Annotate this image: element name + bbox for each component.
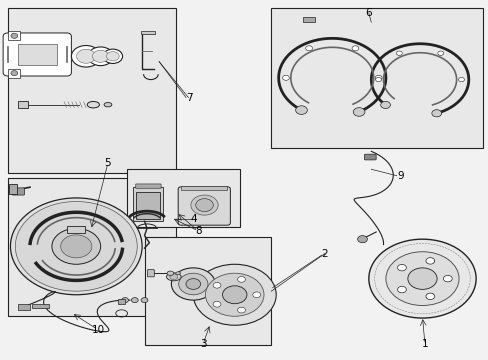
Circle shape xyxy=(374,75,381,80)
Circle shape xyxy=(431,110,441,117)
Text: 9: 9 xyxy=(396,171,403,181)
FancyBboxPatch shape xyxy=(364,154,375,160)
FancyBboxPatch shape xyxy=(3,33,71,76)
Text: 3: 3 xyxy=(199,339,206,349)
Circle shape xyxy=(397,286,406,293)
Circle shape xyxy=(396,51,402,55)
Text: 4: 4 xyxy=(190,215,196,224)
Circle shape xyxy=(407,268,436,289)
Circle shape xyxy=(305,46,312,51)
FancyBboxPatch shape xyxy=(178,187,230,225)
Circle shape xyxy=(141,298,148,303)
Circle shape xyxy=(397,265,406,271)
Ellipse shape xyxy=(104,103,112,107)
Circle shape xyxy=(295,106,307,114)
Circle shape xyxy=(437,51,443,55)
Circle shape xyxy=(193,264,276,325)
Circle shape xyxy=(385,252,458,306)
Circle shape xyxy=(351,46,358,51)
Circle shape xyxy=(237,276,245,282)
Circle shape xyxy=(106,51,119,61)
Circle shape xyxy=(76,49,95,63)
Circle shape xyxy=(357,235,366,243)
Bar xyxy=(9,184,17,194)
Bar xyxy=(8,178,176,316)
Circle shape xyxy=(205,273,264,316)
FancyBboxPatch shape xyxy=(147,270,154,277)
Circle shape xyxy=(375,77,381,82)
Circle shape xyxy=(185,279,200,289)
Bar xyxy=(32,304,49,308)
Text: 5: 5 xyxy=(104,158,111,168)
Circle shape xyxy=(15,202,137,291)
Text: 6: 6 xyxy=(365,8,371,18)
Bar xyxy=(144,237,271,345)
Ellipse shape xyxy=(175,272,180,275)
Circle shape xyxy=(11,71,18,76)
Circle shape xyxy=(252,292,260,298)
Ellipse shape xyxy=(166,273,181,281)
Circle shape xyxy=(425,258,434,264)
Bar xyxy=(271,8,483,148)
Circle shape xyxy=(169,274,177,280)
Circle shape xyxy=(282,75,289,80)
Text: 2: 2 xyxy=(321,248,327,258)
Text: 8: 8 xyxy=(194,226,201,236)
Circle shape xyxy=(122,298,128,303)
FancyBboxPatch shape xyxy=(12,188,24,195)
Bar xyxy=(127,169,239,226)
Bar xyxy=(118,300,124,304)
Bar xyxy=(133,187,162,221)
Text: 7: 7 xyxy=(186,93,193,103)
Circle shape xyxy=(88,47,113,66)
Circle shape xyxy=(10,198,142,295)
Ellipse shape xyxy=(166,271,173,275)
Bar xyxy=(303,17,315,22)
Bar xyxy=(8,69,20,78)
Ellipse shape xyxy=(87,102,99,108)
FancyBboxPatch shape xyxy=(136,184,161,188)
Circle shape xyxy=(103,49,122,63)
Circle shape xyxy=(213,282,221,288)
Bar xyxy=(18,44,57,65)
Bar xyxy=(18,101,27,108)
Circle shape xyxy=(195,199,213,212)
Circle shape xyxy=(131,298,138,303)
Bar xyxy=(136,192,159,219)
Circle shape xyxy=(178,273,207,295)
Bar xyxy=(8,31,20,40)
Circle shape xyxy=(190,195,218,215)
Circle shape xyxy=(71,45,101,67)
Circle shape xyxy=(222,286,246,304)
Circle shape xyxy=(237,307,245,313)
Bar xyxy=(181,186,227,190)
Circle shape xyxy=(11,33,18,39)
Text: 1: 1 xyxy=(421,339,427,349)
Circle shape xyxy=(443,275,451,282)
Bar xyxy=(67,226,85,233)
Text: 10: 10 xyxy=(91,325,104,335)
Circle shape xyxy=(61,235,92,258)
Circle shape xyxy=(425,293,434,300)
Circle shape xyxy=(52,228,101,264)
Circle shape xyxy=(380,102,389,108)
Circle shape xyxy=(213,301,221,307)
Circle shape xyxy=(368,239,475,318)
Circle shape xyxy=(171,268,215,300)
Bar xyxy=(8,8,176,173)
Circle shape xyxy=(352,108,364,116)
Bar xyxy=(141,31,155,34)
Bar xyxy=(18,304,30,310)
Circle shape xyxy=(458,77,464,82)
Circle shape xyxy=(92,50,109,62)
